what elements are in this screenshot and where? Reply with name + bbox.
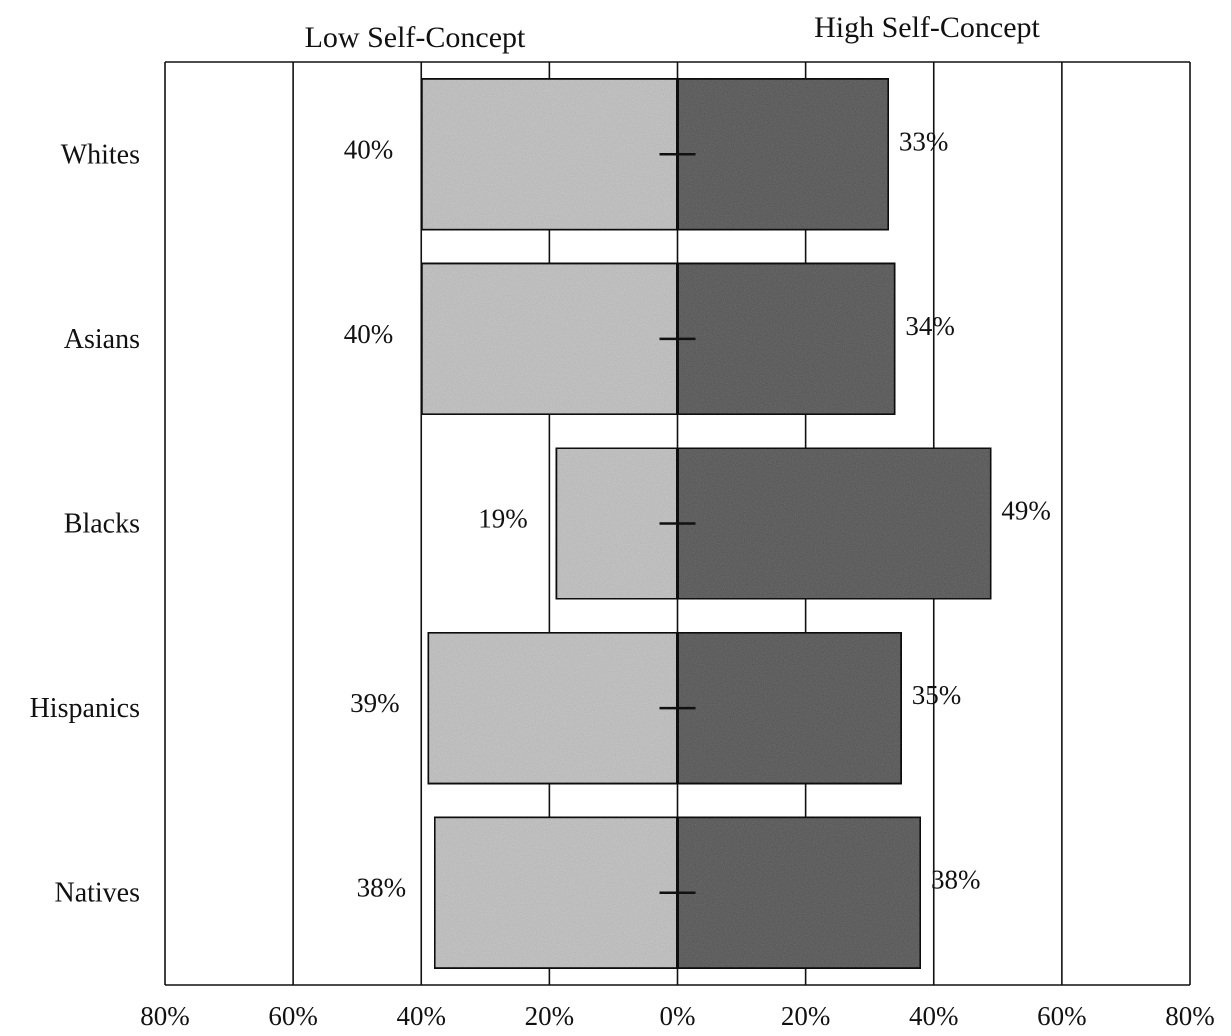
x-tick-label: 40% bbox=[909, 1001, 959, 1031]
bar-high-blacks bbox=[676, 446, 993, 601]
data-label-low-hispanics: 39% bbox=[350, 688, 400, 718]
data-label-low-natives: 38% bbox=[357, 873, 407, 903]
x-tick-label: 40% bbox=[397, 1001, 447, 1031]
data-label-low-whites: 40% bbox=[344, 134, 394, 164]
data-label-low-asians: 40% bbox=[344, 319, 394, 349]
category-label-blacks: Blacks bbox=[64, 509, 140, 540]
bars bbox=[419, 76, 993, 971]
category-label-hispanics: Hispanics bbox=[30, 693, 140, 724]
low-self-concept-label: Low Self-Concept bbox=[305, 21, 526, 54]
bar-low-natives bbox=[432, 815, 679, 971]
high-self-concept-label: High Self-Concept bbox=[814, 11, 1040, 44]
x-axis: 80% 60% 40% 20% 0% 20% 40% 60% 80% bbox=[140, 61, 1215, 1031]
category-label-asians: Asians bbox=[64, 324, 140, 355]
data-label-high-hispanics: 35% bbox=[912, 680, 962, 710]
x-tick-label: 80% bbox=[140, 1001, 190, 1031]
x-tick-label: 80% bbox=[1165, 1001, 1215, 1031]
bar-high-natives bbox=[676, 815, 923, 971]
x-tick-label: 20% bbox=[781, 1001, 831, 1031]
bar-low-hispanics bbox=[426, 630, 679, 786]
x-tick-label: 60% bbox=[1037, 1001, 1087, 1031]
labels: Whites 40% 33% Asians 40% 34% Blacks 19% 49% Hisp… bbox=[30, 126, 1051, 908]
x-tick-label: 0% bbox=[660, 1001, 696, 1031]
data-label-high-asians: 34% bbox=[905, 311, 955, 341]
bar-high-whites bbox=[676, 76, 891, 232]
bar-low-whites bbox=[419, 76, 679, 232]
data-label-high-blacks: 49% bbox=[1001, 496, 1051, 526]
category-label-natives: Natives bbox=[54, 878, 140, 909]
data-label-high-whites: 33% bbox=[899, 126, 949, 156]
x-tick-label: 60% bbox=[268, 1001, 318, 1031]
x-tick-label: 20% bbox=[525, 1001, 575, 1031]
bar-high-hispanics bbox=[676, 630, 904, 786]
data-label-low-blacks: 19% bbox=[478, 504, 528, 534]
category-label-whites: Whites bbox=[61, 139, 140, 170]
data-label-high-natives: 38% bbox=[931, 865, 981, 895]
bar-low-asians bbox=[419, 261, 679, 417]
bar-high-asians bbox=[676, 261, 897, 417]
bar-low-blacks bbox=[554, 446, 679, 601]
